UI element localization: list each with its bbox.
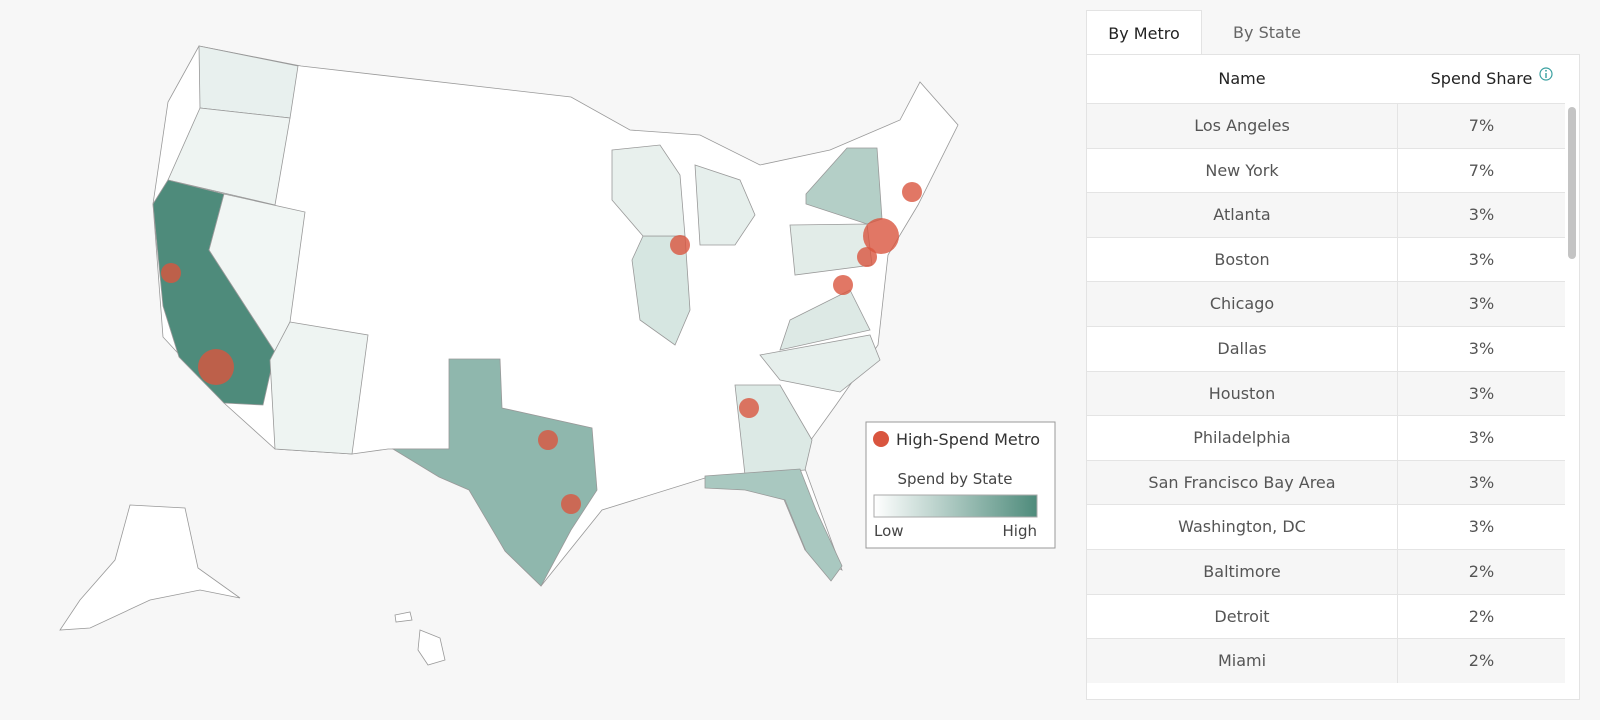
name-cell: Baltimore — [1087, 550, 1398, 594]
metro-marker[interactable] — [863, 218, 899, 254]
legend-high: High — [1003, 522, 1037, 540]
table-row[interactable]: Los Angeles 7% — [1087, 103, 1565, 148]
name-cell: Chicago — [1087, 282, 1398, 327]
table-row[interactable]: Chicago 3% — [1087, 281, 1565, 327]
scrollbar[interactable] — [1568, 107, 1576, 259]
table-row[interactable]: San Francisco Bay Area 3% — [1087, 459, 1565, 505]
info-icon[interactable] — [1539, 67, 1553, 81]
spend-share-cell: 7% — [1468, 116, 1495, 135]
table-row[interactable]: Miami 2% — [1087, 638, 1565, 684]
state-ak — [59, 504, 241, 631]
state-mi — [694, 164, 756, 246]
states — [59, 45, 959, 666]
table-row[interactable]: New York 7% — [1087, 147, 1565, 193]
name-cell: Boston — [1087, 237, 1398, 282]
column-header[interactable]: Name — [1218, 69, 1266, 88]
metro-marker[interactable] — [833, 275, 853, 295]
legend-marker — [873, 431, 889, 447]
legend-low: Low — [874, 522, 904, 540]
state-wi — [611, 144, 686, 237]
legend: High-Spend Metro Spend by State Low High — [865, 421, 1056, 549]
spend-share-cell: 3% — [1468, 428, 1495, 448]
spend-share-cell: 2% — [1468, 651, 1495, 671]
table-row[interactable]: Dallas 3% — [1087, 326, 1565, 371]
name-cell: Los Angeles — [1087, 104, 1398, 148]
table-panel: Name Spend Share Los Angeles 7% New York 7%… — [1086, 54, 1580, 700]
spend-share-cell: 3% — [1468, 383, 1495, 403]
name-cell: Washington, DC — [1087, 505, 1398, 550]
metro-marker[interactable] — [538, 430, 558, 450]
spend-share-cell: 3% — [1468, 517, 1495, 537]
spend-share-cell: 3% — [1468, 294, 1495, 314]
legend-title: Spend by State — [898, 470, 1013, 488]
state-hi — [394, 611, 446, 666]
legend-metro: High-Spend Metro — [896, 430, 1040, 449]
tab[interactable]: By State — [1233, 23, 1301, 42]
state-fl — [704, 468, 843, 582]
metro-marker[interactable] — [561, 494, 581, 514]
name-cell: Philadelphia — [1087, 416, 1398, 461]
spend-share-cell: 2% — [1468, 562, 1495, 581]
metro-marker[interactable] — [670, 235, 690, 255]
name-cell: Miami — [1087, 639, 1398, 684]
legend-gradient — [873, 494, 1038, 518]
name-cell: Dallas — [1087, 327, 1398, 371]
metro-markers — [161, 182, 922, 514]
metro-marker[interactable] — [198, 349, 234, 385]
table-row[interactable]: Houston 3% — [1087, 370, 1565, 416]
state-wa — [198, 45, 299, 119]
metro-marker[interactable] — [161, 263, 181, 283]
table-row[interactable]: Baltimore 2% — [1087, 549, 1565, 594]
metro-marker[interactable] — [902, 182, 922, 202]
table-row[interactable]: Detroit 2% — [1087, 593, 1565, 639]
spend-share-cell: 3% — [1468, 249, 1495, 269]
name-cell: Detroit — [1087, 594, 1398, 639]
spend-share-cell: 2% — [1468, 606, 1495, 626]
state-tx — [391, 358, 598, 587]
table-row[interactable]: Atlanta 3% — [1087, 192, 1565, 238]
metro-marker[interactable] — [739, 398, 759, 418]
map: High-Spend Metro Spend by State Low High — [59, 45, 1056, 666]
table-row[interactable]: Philadelphia 3% — [1087, 415, 1565, 461]
state-nc — [759, 334, 881, 393]
name-cell: Houston — [1087, 371, 1398, 416]
table-row[interactable]: Washington, DC 3% — [1087, 504, 1565, 550]
name-cell: New York — [1087, 148, 1398, 193]
legend-box — [865, 421, 1056, 549]
spend-share-cell: 7% — [1468, 160, 1495, 180]
state-va — [779, 289, 871, 351]
tab[interactable]: By Metro — [1086, 10, 1202, 54]
metro-marker[interactable] — [857, 247, 877, 267]
spend-share-cell: 3% — [1468, 339, 1495, 358]
spend-share-cell: 3% — [1468, 472, 1495, 492]
name-cell: Atlanta — [1087, 193, 1398, 238]
spend-share-cell: 3% — [1468, 205, 1495, 225]
column-header[interactable]: Spend Share — [1430, 69, 1533, 88]
state-az — [269, 321, 369, 455]
name-cell: San Francisco Bay Area — [1087, 460, 1398, 505]
table-row[interactable]: Boston 3% — [1087, 236, 1565, 282]
